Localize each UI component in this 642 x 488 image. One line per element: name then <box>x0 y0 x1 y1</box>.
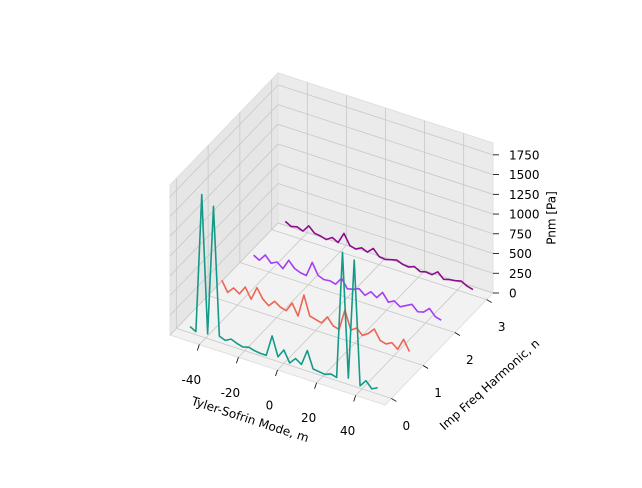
grid-line <box>169 104 279 217</box>
tick-mark <box>486 299 492 303</box>
grid-line <box>271 229 487 300</box>
tick-mark <box>353 395 357 402</box>
x-axis-label: Tyler-Sofrin Mode, m <box>189 394 311 446</box>
grid-line <box>316 270 425 384</box>
grid-line <box>277 183 494 254</box>
grid-line <box>277 143 494 215</box>
x-tick-label: -20 <box>221 386 241 400</box>
grid-line <box>169 163 279 277</box>
tick-mark <box>391 398 397 402</box>
series-line <box>284 220 474 291</box>
tick-mark <box>236 357 239 364</box>
tick-mark <box>196 344 200 351</box>
grid-line <box>207 295 424 366</box>
grid-line <box>277 163 494 235</box>
grid-line <box>238 244 347 358</box>
y-tick-label: 0 <box>403 419 411 433</box>
z-tick-label: 0 <box>509 287 517 301</box>
grid-line <box>176 328 392 399</box>
z-axis-label: Pnm [Pa] <box>545 191 559 245</box>
z-tick-label: 750 <box>509 227 532 241</box>
grid-line <box>239 262 456 333</box>
grid-line <box>199 232 308 345</box>
grid-line <box>277 257 386 371</box>
grid-line <box>169 124 279 237</box>
y-axis-label: Imp Freq Harmonic, n <box>437 336 542 433</box>
z-tick-label: 1750 <box>509 148 540 162</box>
z-tick-label: 500 <box>509 247 532 261</box>
x-tick-label: 0 <box>266 399 274 413</box>
z-tick-label: 250 <box>509 267 532 281</box>
y-tick-label: 1 <box>434 386 442 400</box>
z-tick-label: 1500 <box>509 168 540 182</box>
series-line <box>189 193 378 390</box>
grid-line <box>169 222 279 336</box>
grid-line <box>277 123 494 195</box>
grid-line <box>169 84 279 198</box>
z-tick-label: 1000 <box>509 208 540 222</box>
grid-line <box>355 283 464 396</box>
grid-line <box>277 202 494 274</box>
tick-mark <box>422 365 429 369</box>
grid-line <box>169 202 279 316</box>
series-line <box>253 254 442 321</box>
series-line <box>221 279 411 352</box>
grid-line <box>277 84 494 156</box>
grid-line <box>169 183 279 296</box>
y-tick-label: 2 <box>466 353 474 367</box>
grid-line <box>277 104 494 175</box>
x-tick-label: 40 <box>340 424 355 438</box>
x-tick-label: -40 <box>182 373 202 387</box>
tick-mark <box>454 332 461 336</box>
grid-line <box>169 143 279 257</box>
z-tick-label: 1250 <box>509 188 540 202</box>
tick-mark <box>275 369 278 377</box>
tick-mark <box>314 382 317 389</box>
x-tick-label: 20 <box>301 411 316 425</box>
y-tick-label: 3 <box>498 320 506 334</box>
